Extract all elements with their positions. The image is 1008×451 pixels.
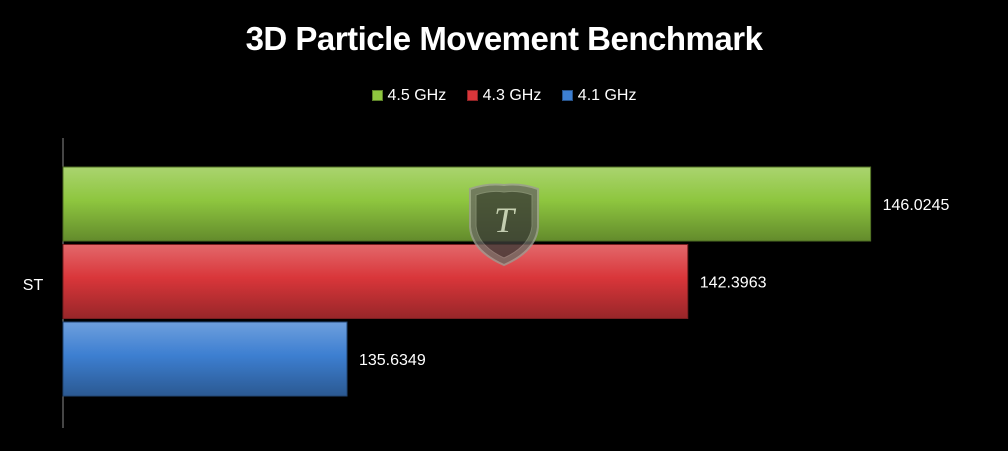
category-label: ST <box>23 277 44 294</box>
value-label-4-1-ghz: 135.6349 <box>359 352 426 369</box>
legend-swatch-4-3ghz <box>466 90 478 101</box>
bar-4-3-ghz <box>62 244 689 319</box>
chart-title: 3D Particle Movement Benchmark <box>245 20 763 57</box>
legend-label-4-5ghz: 4.5 GHz <box>387 87 447 104</box>
legend-item-4-5ghz: 4.5 GHz <box>371 87 447 105</box>
legend-label-4-3ghz: 4.3 GHz <box>482 87 542 104</box>
legend-swatch-4-5ghz <box>371 90 383 101</box>
legend-item-4-1ghz: 4.1 GHz <box>561 87 637 105</box>
legend-swatch-4-1ghz <box>561 90 573 101</box>
value-label-4-5-ghz: 146.0245 <box>883 197 950 214</box>
bar-4-1-ghz <box>62 321 348 397</box>
chart-legend: 4.5 GHz 4.3 GHz 4.1 GHz <box>0 87 1008 105</box>
bar-4-5-ghz <box>62 166 872 242</box>
shield-emblem-icon: T <box>469 183 539 267</box>
legend-label-4-1ghz: 4.1 GHz <box>577 87 637 104</box>
watermark-letter: T <box>494 200 517 240</box>
legend-item-4-3ghz: 4.3 GHz <box>466 87 542 105</box>
value-label-4-3-ghz: 142.3963 <box>700 275 767 292</box>
